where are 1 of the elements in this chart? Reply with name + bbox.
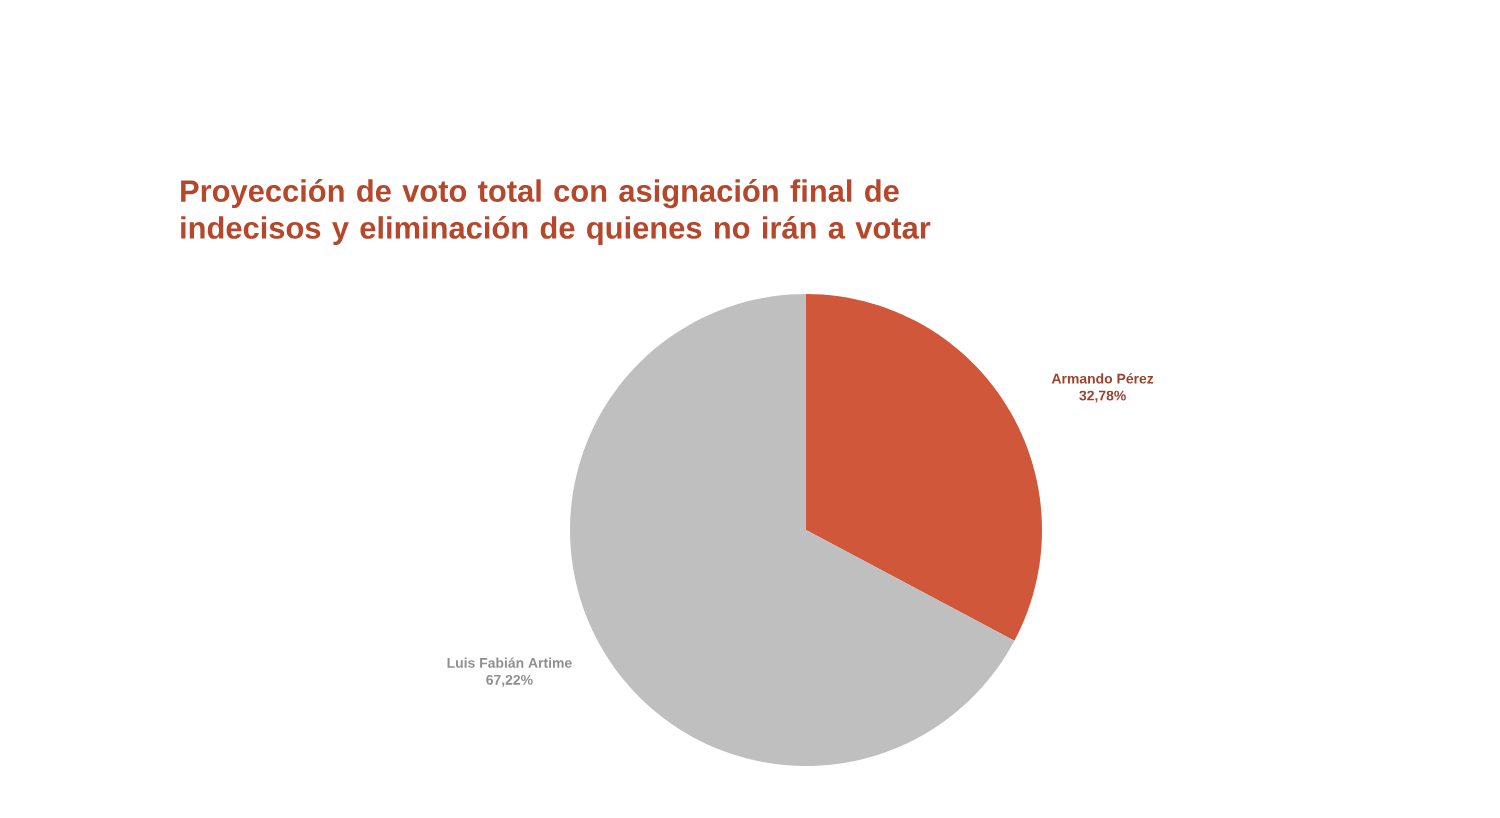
chart-title: Proyección de voto total con asignación final de indecisos y eliminación de quienes no irán a votar — [181, 179, 931, 245]
